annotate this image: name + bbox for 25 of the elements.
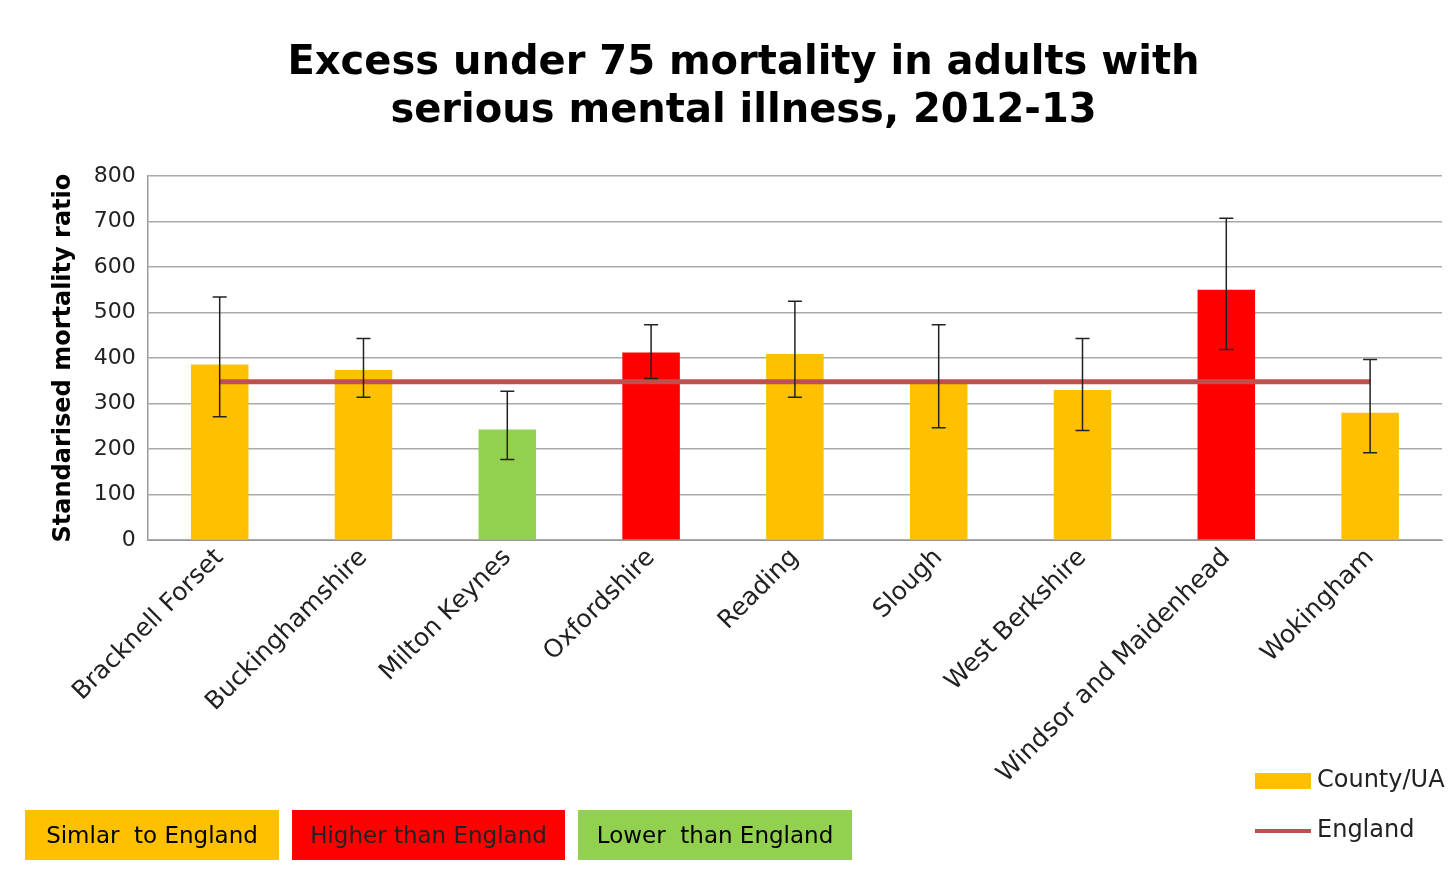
bar <box>1197 289 1256 540</box>
legend-label: County/UA <box>1317 765 1446 794</box>
y-tick-label: 100 <box>93 480 136 506</box>
legend-label: England <box>1317 815 1415 844</box>
bar <box>1341 412 1399 540</box>
bar <box>766 353 824 540</box>
text: Higher than England <box>292 810 565 860</box>
bar <box>190 364 249 540</box>
y-tick-label: 400 <box>93 343 136 369</box>
bar <box>334 369 393 540</box>
text: Simlar to England <box>25 810 279 860</box>
bar <box>478 429 537 540</box>
text: Lower than England <box>578 810 852 860</box>
y-axis-title: Standarised mortality ratio <box>47 173 76 543</box>
y-tick-label: 800 <box>93 161 136 187</box>
chart-title: Excess under 75 mortality in adults with serious mental illness, 2012-13 <box>287 37 1200 132</box>
y-tick-label: 200 <box>93 434 136 460</box>
bar <box>1053 389 1112 540</box>
y-tick-label: 600 <box>93 252 136 278</box>
y-tick-label: 700 <box>93 207 136 233</box>
bar <box>622 352 680 540</box>
y-tick-label: 500 <box>93 298 136 324</box>
y-tick-label: 0 <box>121 525 136 551</box>
bar <box>909 381 968 540</box>
y-tick-label: 300 <box>93 389 136 415</box>
